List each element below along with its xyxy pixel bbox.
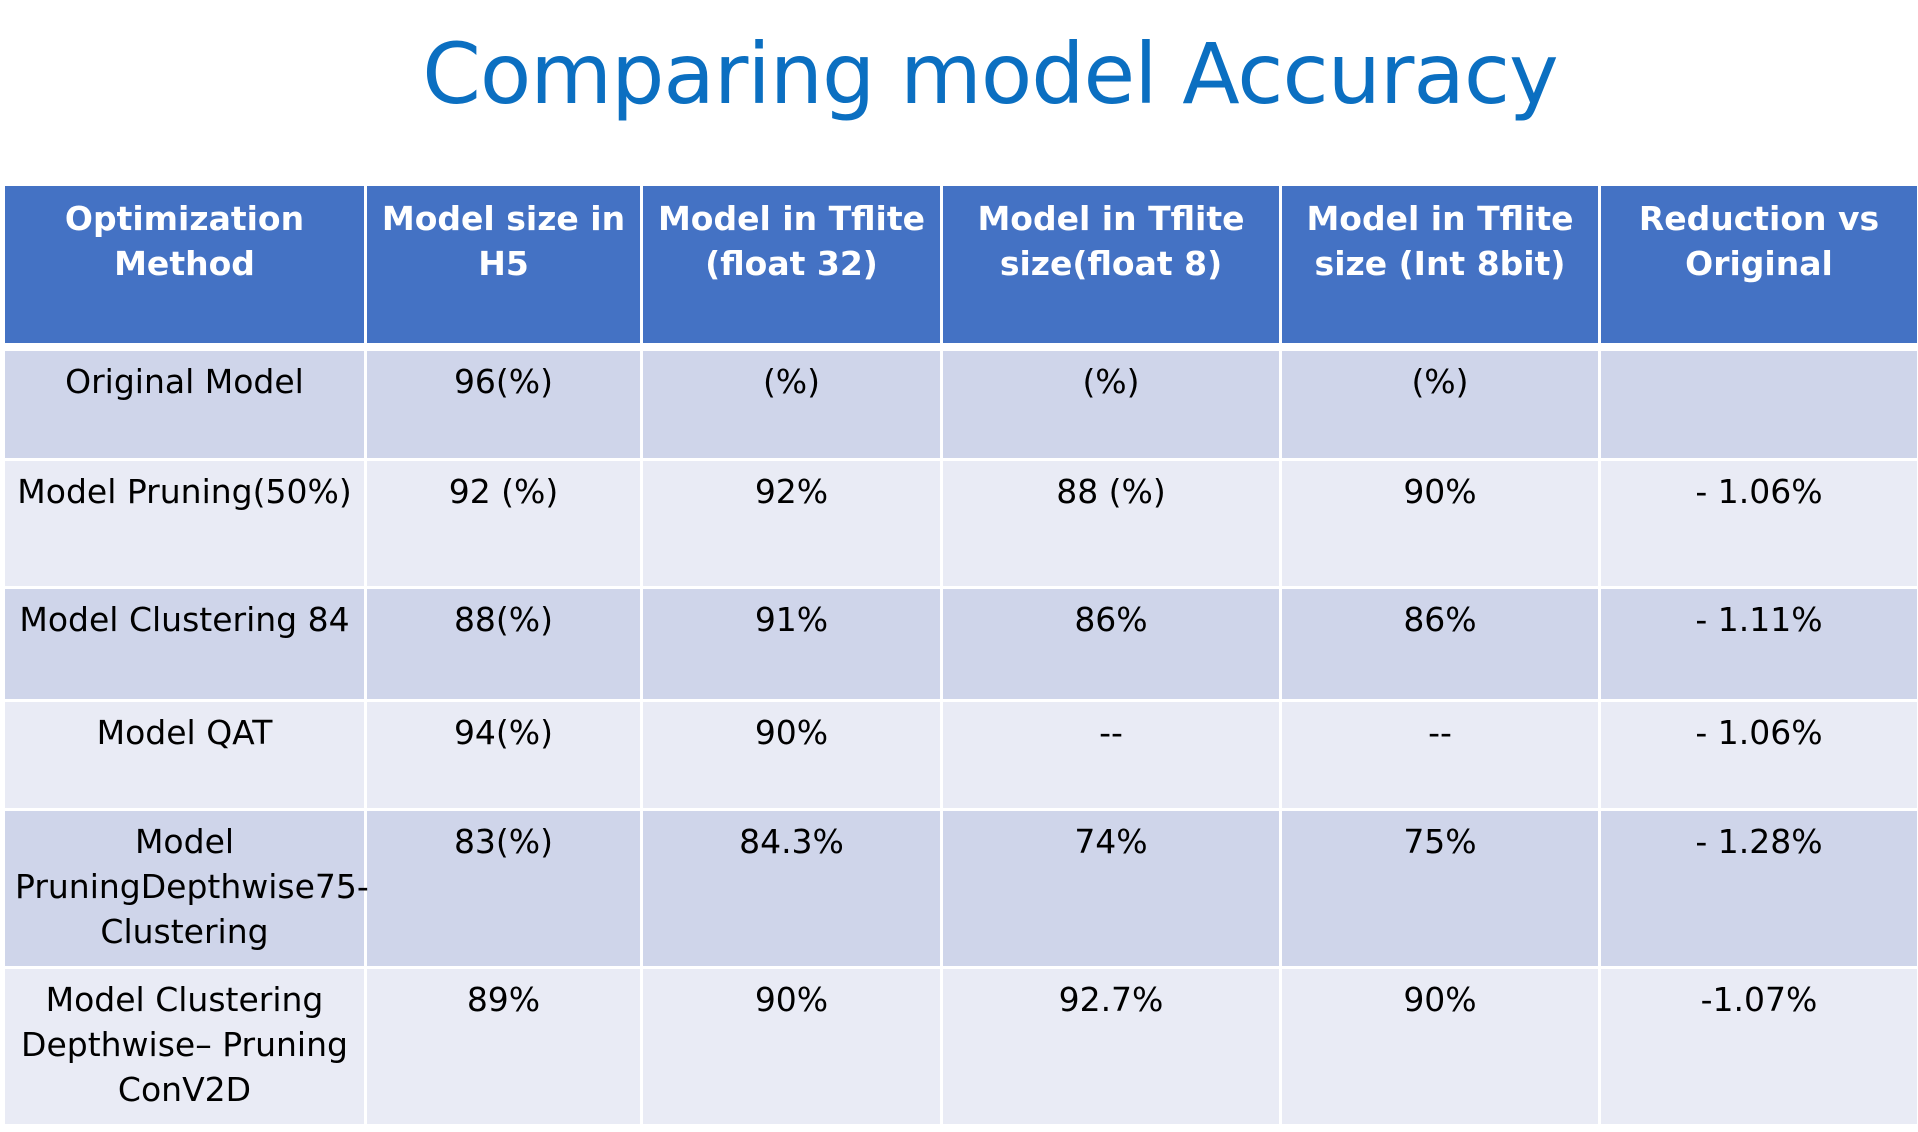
- accuracy-table: Optimization Method Model size in H5 Mod…: [2, 183, 1918, 1127]
- cell-int8: 86%: [1279, 586, 1601, 702]
- table-header-row: Optimization Method Model size in H5 Mod…: [2, 183, 1918, 351]
- header-reduction-vs-original: Reduction vs Original: [1598, 183, 1918, 351]
- cell-reduction: - 1.11%: [1598, 586, 1918, 702]
- cell-method: Model QAT: [2, 699, 367, 811]
- table-row: Model Clustering 84 88(%) 91% 86% 86% - …: [2, 586, 1918, 702]
- table-row: Model QAT 94(%) 90% -- -- - 1.06%: [2, 699, 1918, 811]
- cell-method: Original Model: [2, 345, 367, 461]
- cell-reduction: - 1.06%: [1598, 699, 1918, 811]
- cell-float32: 91%: [640, 586, 943, 702]
- cell-float8: --: [940, 699, 1282, 811]
- cell-h5: 94(%): [364, 699, 643, 811]
- cell-float8: 74%: [940, 808, 1282, 969]
- header-optimization-method: Optimization Method: [2, 183, 367, 351]
- cell-int8: 90%: [1279, 458, 1601, 589]
- cell-float32: 92%: [640, 458, 943, 589]
- table-row: Model Clustering Depthwise– Pruning ConV…: [2, 966, 1918, 1127]
- cell-reduction: - 1.06%: [1598, 458, 1918, 589]
- cell-int8: (%): [1279, 345, 1601, 461]
- cell-h5: 83(%): [364, 808, 643, 969]
- cell-reduction: [1598, 345, 1918, 461]
- cell-h5: 92 (%): [364, 458, 643, 589]
- cell-h5: 96(%): [364, 345, 643, 461]
- cell-method: Model Clustering 84: [2, 586, 367, 702]
- cell-method: Model Clustering Depthwise– Pruning ConV…: [2, 966, 367, 1127]
- header-tflite-int8: Model in Tflite size (Int 8bit): [1279, 183, 1601, 351]
- header-tflite-float8: Model in Tflite size(float 8): [940, 183, 1282, 351]
- cell-method: Model Pruning(50%): [2, 458, 367, 589]
- cell-float8: 88 (%): [940, 458, 1282, 589]
- cell-float8: (%): [940, 345, 1282, 461]
- cell-h5: 88(%): [364, 586, 643, 702]
- cell-int8: 90%: [1279, 966, 1601, 1127]
- table-row: Model Pruning(50%) 92 (%) 92% 88 (%) 90%…: [2, 458, 1918, 589]
- page-title: Comparing model Accuracy: [422, 25, 1559, 123]
- cell-method: Model PruningDepthwise75-Clustering: [2, 808, 369, 969]
- cell-float32: 84.3%: [640, 808, 943, 969]
- table-row: Original Model 96(%) (%) (%) (%): [2, 345, 1918, 461]
- cell-int8: 75%: [1279, 808, 1601, 969]
- header-model-size-h5: Model size in H5: [364, 183, 643, 351]
- cell-float32: 90%: [640, 966, 943, 1127]
- cell-int8: --: [1279, 699, 1601, 811]
- cell-float8: 86%: [940, 586, 1282, 702]
- table-row: Model PruningDepthwise75-Clustering 83(%…: [2, 808, 1918, 969]
- cell-reduction: - 1.28%: [1598, 808, 1918, 969]
- cell-float32: (%): [640, 345, 943, 461]
- cell-h5: 89%: [364, 966, 643, 1127]
- cell-float8: 92.7%: [940, 966, 1282, 1127]
- cell-float32: 90%: [640, 699, 943, 811]
- cell-reduction: -1.07%: [1598, 966, 1918, 1127]
- header-tflite-float32: Model in Tflite (float 32): [640, 183, 943, 351]
